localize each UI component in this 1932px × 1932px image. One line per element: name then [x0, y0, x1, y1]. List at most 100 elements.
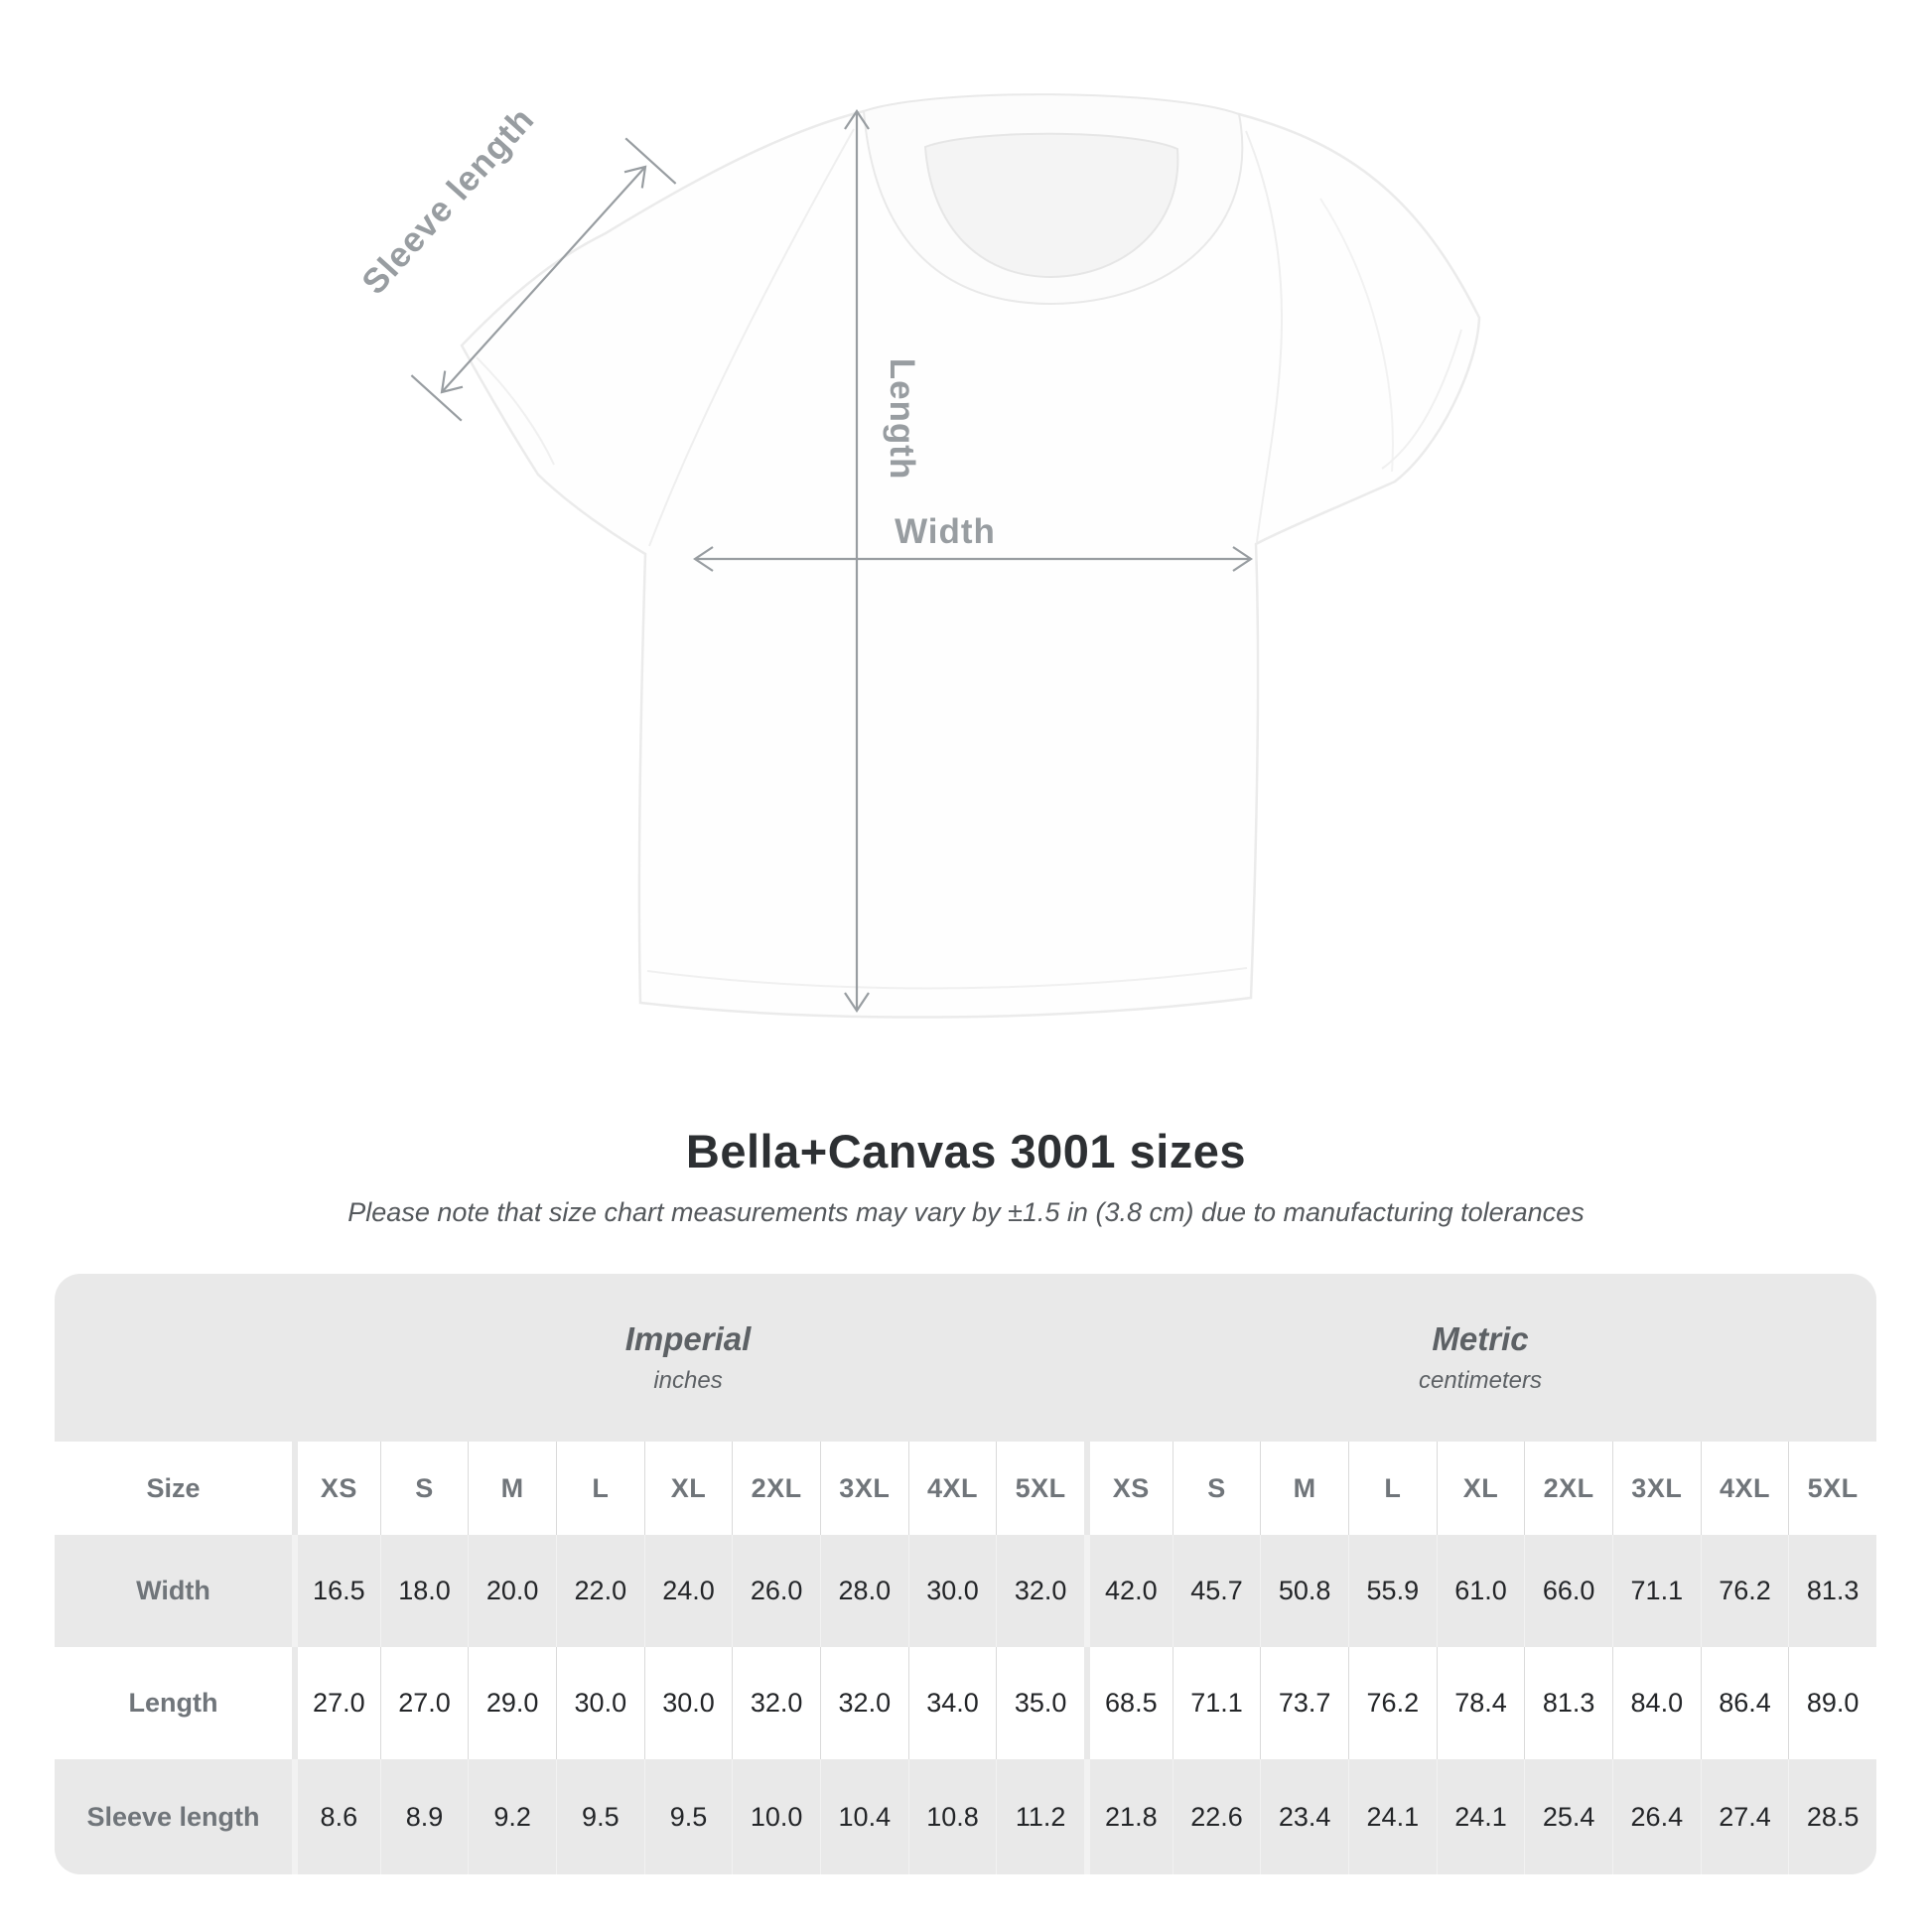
metric-section-header: Metric centimeters: [1084, 1274, 1876, 1442]
value-cell: 81.3: [1524, 1647, 1612, 1759]
value-cell: 27.0: [292, 1647, 380, 1759]
value-cell: 71.1: [1172, 1647, 1261, 1759]
value-cell: 22.0: [555, 1535, 644, 1647]
value-cell: 21.8: [1083, 1759, 1173, 1874]
table-row-width: Width 16.5 18.0 20.0 22.0 24.0 26.0 28.0 30.0 32.…: [55, 1535, 1876, 1647]
value-cell: 66.0: [1524, 1535, 1612, 1647]
size-col-imperial-2XL: 2XL: [732, 1442, 820, 1535]
size-col-metric-2XL: 2XL: [1524, 1442, 1612, 1535]
size-col-imperial-XS: XS: [292, 1442, 380, 1535]
page-title: Bella+Canvas 3001 sizes: [685, 1125, 1247, 1177]
value-cell: 10.4: [819, 1759, 908, 1874]
value-cell: 27.0: [379, 1647, 469, 1759]
size-col-imperial-3XL: 3XL: [819, 1442, 908, 1535]
size-table: Imperial inches Metric centimeters Size X…: [55, 1274, 1876, 1874]
value-cell: 8.9: [379, 1759, 469, 1874]
value-cell: 26.0: [732, 1535, 820, 1647]
value-cell: 30.0: [555, 1647, 644, 1759]
value-cell: 78.4: [1436, 1647, 1525, 1759]
right-cuff-stitch: [1381, 329, 1462, 470]
size-header-label: Size: [146, 1472, 201, 1503]
value-cell: 11.2: [996, 1759, 1084, 1874]
size-col-imperial-L: L: [555, 1442, 644, 1535]
right-sleeve-crease: [1319, 198, 1394, 473]
value-cell: 25.4: [1524, 1759, 1612, 1874]
value-cell: 61.0: [1436, 1535, 1525, 1647]
sleeve-length-arrow: [410, 137, 677, 422]
value-cell: 18.0: [379, 1535, 469, 1647]
value-cell: 50.8: [1260, 1535, 1348, 1647]
value-cell: 24.0: [643, 1535, 733, 1647]
size-col-metric-XS: XS: [1083, 1442, 1173, 1535]
width-label: Width: [895, 512, 996, 551]
neck-opening: [923, 132, 1179, 279]
value-cell: 30.0: [643, 1647, 733, 1759]
row-label: Length: [128, 1688, 218, 1718]
value-cell: 16.5: [292, 1535, 380, 1647]
sleeve-length-label: Sleeve length: [354, 100, 542, 302]
size-col-metric-XL: XL: [1436, 1442, 1525, 1535]
size-col-metric-S: S: [1172, 1442, 1261, 1535]
value-cell: 29.0: [468, 1647, 556, 1759]
value-cell: 45.7: [1172, 1535, 1261, 1647]
shirt-svg: Length Width Sleeve length: [354, 93, 1481, 1019]
value-cell: 32.0: [819, 1647, 908, 1759]
size-col-imperial-XL: XL: [643, 1442, 733, 1535]
size-col-metric-3XL: 3XL: [1611, 1442, 1701, 1535]
value-cell: 42.0: [1083, 1535, 1173, 1647]
value-cell: 26.4: [1611, 1759, 1701, 1874]
imperial-title: Imperial: [624, 1320, 752, 1357]
tshirt-illustration: [460, 93, 1481, 1019]
value-cell: 27.4: [1700, 1759, 1789, 1874]
length-arrow: [844, 109, 870, 1013]
right-sleeve-seam: [1245, 130, 1284, 543]
size-col-metric-L: L: [1347, 1442, 1437, 1535]
table-row-length: Length 27.0 27.0 29.0 30.0 30.0 32.0 32.0 34.0 35…: [55, 1647, 1876, 1759]
value-cell: 24.1: [1436, 1759, 1525, 1874]
value-cell: 84.0: [1611, 1647, 1701, 1759]
value-cell: 71.1: [1611, 1535, 1701, 1647]
value-cell: 30.0: [907, 1535, 997, 1647]
value-cell: 23.4: [1260, 1759, 1348, 1874]
page-subtitle: Please note that size chart measurements…: [347, 1197, 1585, 1227]
size-col-metric-4XL: 4XL: [1700, 1442, 1789, 1535]
left-sleeve-seam: [648, 128, 855, 547]
value-cell: 76.2: [1347, 1647, 1437, 1759]
value-cell: 73.7: [1260, 1647, 1348, 1759]
metric-unit: centimeters: [1418, 1367, 1543, 1394]
row-label: Sleeve length: [86, 1801, 260, 1832]
size-col-imperial-M: M: [468, 1442, 556, 1535]
size-table-grid: Size XS S M L XL 2XL 3XL 4XL 5XL XS S M L XL 2XL 3XL 4XL 5…: [55, 1442, 1876, 1874]
value-cell: 9.5: [555, 1759, 644, 1874]
value-cell: 28.5: [1788, 1759, 1876, 1874]
shirt-size-diagram: Length Width Sleeve length: [318, 69, 1529, 1072]
value-cell: 32.0: [732, 1647, 820, 1759]
value-cell: 9.5: [643, 1759, 733, 1874]
value-cell: 35.0: [996, 1647, 1084, 1759]
value-cell: 34.0: [907, 1647, 997, 1759]
size-col-imperial-5XL: 5XL: [996, 1442, 1084, 1535]
size-col-metric-5XL: 5XL: [1788, 1442, 1876, 1535]
value-cell: 20.0: [468, 1535, 556, 1647]
size-col-metric-M: M: [1260, 1442, 1348, 1535]
value-cell: 22.6: [1172, 1759, 1261, 1874]
value-cell: 81.3: [1788, 1535, 1876, 1647]
value-cell: 10.8: [907, 1759, 997, 1874]
length-label: Length: [883, 358, 921, 481]
size-header-row: Size XS S M L XL 2XL 3XL 4XL 5XL XS S M L XL 2XL 3XL 4XL 5…: [55, 1442, 1876, 1535]
value-cell: 9.2: [468, 1759, 556, 1874]
value-cell: 76.2: [1700, 1535, 1789, 1647]
width-arrow: [693, 546, 1253, 572]
imperial-section-header: Imperial inches: [292, 1274, 1084, 1442]
value-cell: 28.0: [819, 1535, 908, 1647]
size-col-imperial-S: S: [379, 1442, 469, 1535]
table-row-sleeve-length: Sleeve length 8.6 8.9 9.2 9.5 9.5 10.0 10.4 10.8…: [55, 1759, 1876, 1874]
value-cell: 24.1: [1347, 1759, 1437, 1874]
left-cuff-stitch: [476, 356, 555, 466]
table-units-band: Imperial inches Metric centimeters: [55, 1274, 1876, 1442]
hem-stitch: [646, 967, 1248, 990]
value-cell: 32.0: [996, 1535, 1084, 1647]
value-cell: 8.6: [292, 1759, 380, 1874]
metric-title: Metric: [1432, 1320, 1529, 1357]
